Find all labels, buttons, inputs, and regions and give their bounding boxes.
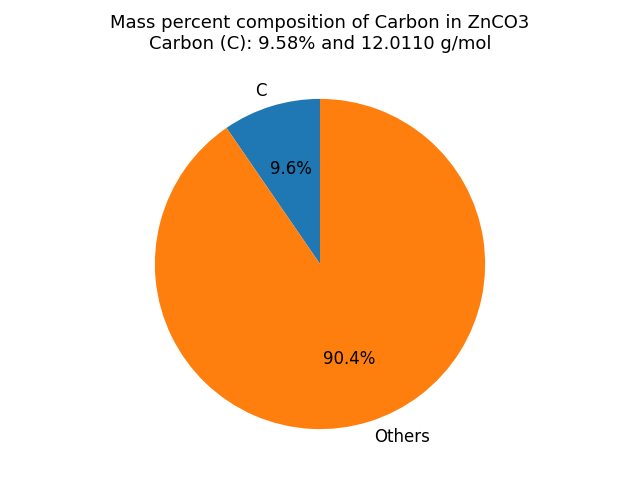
Text: 90.4%: 90.4% — [323, 349, 376, 368]
Text: Others: Others — [374, 429, 429, 446]
Title: Mass percent composition of Carbon in ZnCO3
Carbon (C): 9.58% and 12.0110 g/mol: Mass percent composition of Carbon in Zn… — [110, 14, 530, 53]
Text: C: C — [255, 82, 266, 99]
Wedge shape — [227, 99, 320, 264]
Wedge shape — [155, 99, 485, 429]
Text: 9.6%: 9.6% — [269, 160, 312, 179]
